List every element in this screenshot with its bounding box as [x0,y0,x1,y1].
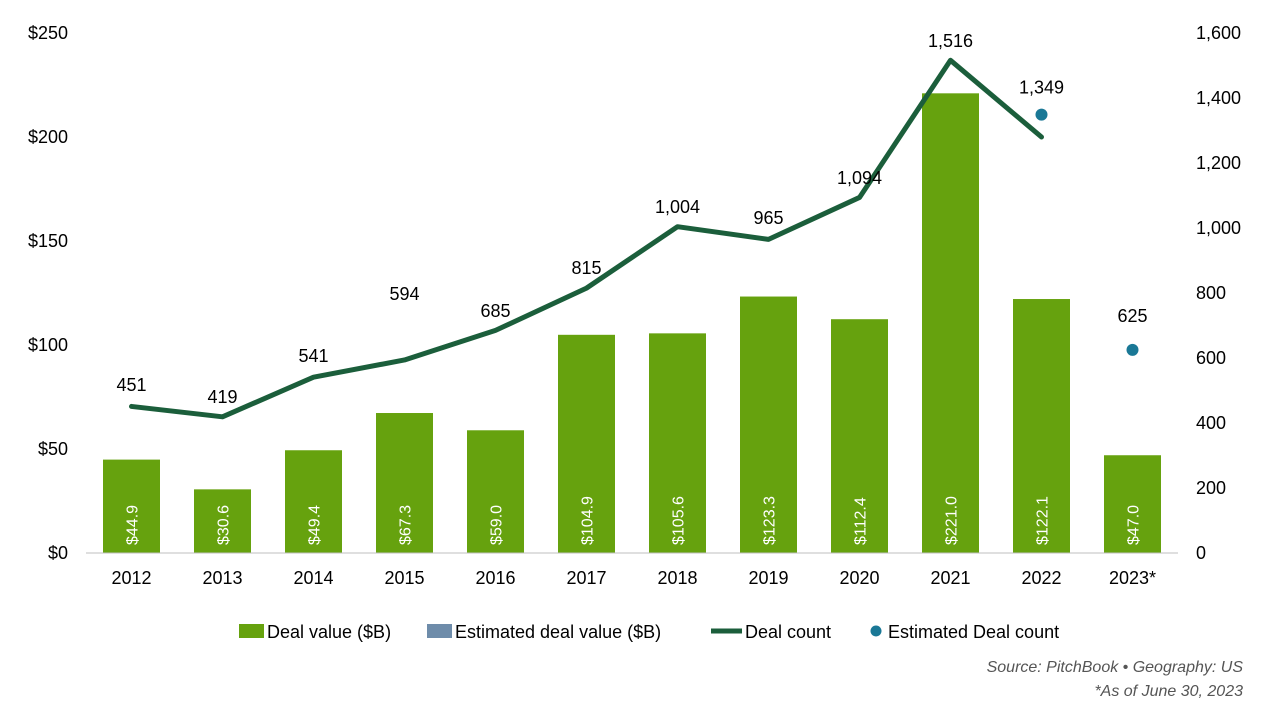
bar-value-label: $30.6 [216,505,233,545]
right-axis-tick: 1,400 [1196,88,1241,108]
right-axis-tick: 1,200 [1196,153,1241,173]
bar-value-label: $104.9 [580,496,597,545]
right-axis-tick: 1,600 [1196,23,1241,43]
left-axis-tick: $200 [28,127,68,147]
right-axis-tick: 400 [1196,413,1226,433]
bar-value-label: $221.0 [944,496,961,545]
bar-deal-value-2019 [740,296,797,553]
legend-label-deal-count: Deal count [745,622,831,642]
x-axis-tick: 2017 [566,568,606,588]
right-axis-tick: 0 [1196,543,1206,563]
footnote: *As of June 30, 2023 [1094,683,1243,700]
left-axis-tick: $0 [48,543,68,563]
left-axis-tick: $250 [28,23,68,43]
est-deal-count-label: 625 [1117,306,1147,326]
deal-count-line [129,57,1044,420]
left-axis-tick: $50 [38,439,68,459]
bar-deal-value-2023* [1104,455,1161,553]
x-axis-tick: 2016 [475,568,515,588]
x-axis-tick: 2018 [657,568,697,588]
x-axis-tick: 2020 [839,568,879,588]
bar-deal-value-2018 [649,333,706,553]
right-axis-tick: 200 [1196,478,1226,498]
bar-value-label: $122.1 [1035,496,1052,545]
deal-count-label: 419 [207,387,237,407]
bar-deal-value-2013 [194,489,251,553]
deal-count-label: 451 [116,375,146,395]
bar-deal-value-2017 [558,334,615,553]
bar-value-label: $67.3 [398,505,415,545]
est-deal-count-label: 1,349 [1019,78,1064,98]
legend-swatch-deal-value [239,624,264,638]
x-axis-tick: 2021 [930,568,970,588]
source-note: Source: PitchBook • Geography: US [987,659,1244,676]
bar-deal-value-2021 [922,93,979,553]
x-axis-tick: 2019 [748,568,788,588]
legend-label-est-deal-value: Estimated deal value ($B) [455,622,661,642]
deal-count-label: 965 [753,208,783,228]
est-deal-count-point [1035,108,1048,121]
bar-deal-value-2014 [285,450,342,553]
bar-deal-value-2012 [103,459,160,553]
bar-value-label: $112.4 [853,497,870,545]
bar-deal-value-2020 [831,319,888,553]
bar-deal-value-2022 [1013,299,1070,553]
bar-value-label: $44.9 [125,505,142,545]
deal-count-label: 1,516 [928,31,973,51]
right-axis-tick: 800 [1196,283,1226,303]
bar-deal-value-2015 [376,413,433,553]
x-axis-tick: 2012 [111,568,151,588]
legend-label-deal-value: Deal value ($B) [267,622,391,642]
legend-swatch-est-deal-count [870,625,882,637]
x-axis-tick: 2014 [293,568,333,588]
right-axis-tick: 1,000 [1196,218,1241,238]
right-axis-tick: 600 [1196,348,1226,368]
bar-deal-value-2016 [467,430,524,553]
deal-count-label: 594 [389,284,419,304]
deal-count-label: 541 [298,346,328,366]
deal-count-label: 685 [480,301,510,321]
x-axis-tick: 2023* [1109,568,1156,588]
x-axis-tick: 2015 [384,568,424,588]
bar-value-label: $123.3 [762,496,779,545]
bar-value-label: $49.4 [307,505,324,545]
bar-value-label: $105.6 [671,496,688,545]
bar-value-label: $59.0 [489,505,506,545]
legend-swatch-est-deal-value [427,624,452,638]
deal-count-label: 815 [571,258,601,278]
x-axis-tick: 2013 [202,568,242,588]
left-axis-tick: $100 [28,335,68,355]
deal-count-label: 1,094 [837,168,882,188]
est-deal-count-point [1126,343,1139,356]
deal-count-label: 1,004 [655,197,700,217]
x-axis-tick: 2022 [1021,568,1061,588]
bar-value-label: $47.0 [1126,505,1143,545]
legend-label-est-deal-count: Estimated Deal count [888,622,1059,642]
left-axis-tick: $150 [28,231,68,251]
